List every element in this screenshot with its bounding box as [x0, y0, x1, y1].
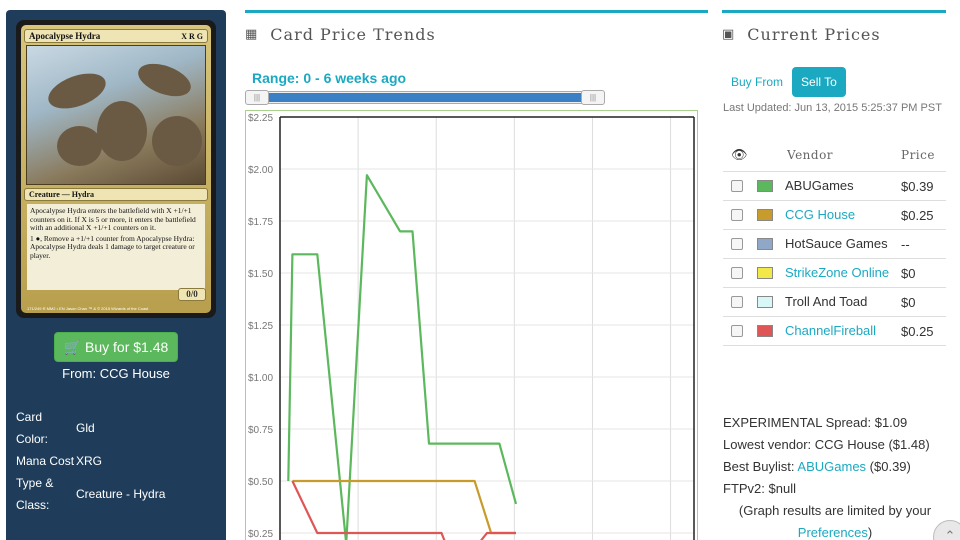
y-tick-label: $0.75: [248, 425, 273, 436]
vendor-row: HotSauce Games --: [723, 230, 946, 259]
price-trend-chart: $2.25 $2.00 $1.75 $1.50 $1.25 $1.00 $0.75 $0.50…: [245, 110, 698, 540]
vendor-table-header: 👁 Vendor Price: [723, 138, 946, 172]
eye-icon: 👁: [731, 146, 748, 162]
last-updated: Last Updated: Jun 13, 2015 5:25:37 PM PS…: [723, 102, 942, 114]
vendor-color-swatch: [757, 180, 773, 192]
graph-limit-note: (Graph results are limited by your Prefe…: [738, 503, 932, 540]
vendor-color-swatch: [757, 238, 773, 250]
info-row: Card Color: Gld: [16, 410, 95, 446]
price-trend-svg: $2.25 $2.00 $1.75 $1.50 $1.25 $1.00 $0.75 $0.50…: [248, 113, 695, 540]
vendor-checkbox[interactable]: [731, 325, 743, 337]
best-buylist-link[interactable]: ABUGames: [797, 459, 867, 474]
series-line-channelfireball: [291, 480, 516, 540]
card-art: [26, 45, 206, 185]
vendor-name: HotSauce Games: [785, 236, 888, 251]
card-rules-text: Apocalypse Hydra enters the battlefield …: [27, 204, 205, 290]
prices-heading: ▣ Current Prices: [722, 25, 881, 44]
vendor-name[interactable]: ChannelFireball: [785, 323, 877, 338]
y-tick-label: $1.75: [248, 217, 273, 228]
vendor-table: 👁 Vendor Price ABUGames $0.39 CCG House $0.…: [723, 138, 946, 346]
vendor-price: $0.39: [901, 178, 934, 194]
range-label: Range: 0 - 6 weeks ago: [252, 70, 407, 86]
y-tick-label: $1.25: [248, 321, 273, 332]
mana-symbols: X R G: [181, 32, 203, 41]
vendor-price: $0: [901, 265, 916, 281]
y-tick-label: $1.50: [248, 269, 273, 280]
buy-from-text: From: CCG House: [62, 366, 170, 381]
vendor-price: $0: [901, 294, 916, 310]
vendor-color-swatch: [757, 296, 773, 308]
calendar-icon: ▦: [245, 27, 259, 42]
tab-buy-from[interactable]: Buy From: [731, 75, 784, 89]
vendor-name: Troll And Toad: [785, 294, 868, 309]
scroll-top-button[interactable]: ⌃: [933, 520, 960, 540]
y-tick-label: $2.00: [248, 165, 273, 176]
range-slider-start-handle[interactable]: |||: [245, 90, 269, 105]
card-sidebar: Apocalypse Hydra X R G Creature — Hydra …: [6, 10, 226, 540]
series-line-abugames: [287, 174, 518, 540]
price-summary: EXPERIMENTAL Spread: $1.09 Lowest vendor…: [723, 412, 947, 540]
info-row: Type & Class: Creature - Hydra: [16, 476, 166, 512]
card-name: Apocalypse Hydra X R G: [24, 29, 208, 43]
buy-sell-tabs: Buy From Sell To: [722, 67, 846, 97]
col-vendor: Vendor: [787, 147, 834, 162]
range-slider[interactable]: ||| |||: [245, 90, 605, 105]
range-slider-end-handle[interactable]: |||: [581, 90, 605, 105]
preferences-link[interactable]: Preferences: [797, 525, 868, 540]
series-line-ccg-house: [292, 479, 516, 535]
ftp-text: FTPv2: $null: [723, 481, 796, 496]
card-type-line: Creature — Hydra: [24, 188, 208, 201]
vendor-price: $0.25: [901, 323, 934, 339]
section-divider: [245, 10, 708, 13]
tab-sell-to[interactable]: Sell To: [792, 67, 846, 97]
vendor-checkbox[interactable]: [731, 238, 743, 250]
card-power-toughness: 0/0: [178, 288, 206, 301]
current-prices-panel: ▣ Current Prices Buy From Sell To Last U…: [722, 10, 946, 540]
y-tick-label: $1.00: [248, 373, 273, 384]
vendor-name[interactable]: CCG House: [785, 207, 856, 222]
lowest-vendor-text: Lowest vendor: CCG House ($1.48): [723, 437, 930, 452]
best-buylist: Best Buylist: ABUGames ($0.39): [723, 459, 911, 474]
vendor-checkbox[interactable]: [731, 296, 743, 308]
vendor-row: ABUGames $0.39: [723, 172, 946, 201]
trends-heading: ▦ Card Price Trends: [245, 25, 436, 44]
vendor-color-swatch: [757, 209, 773, 221]
vendor-checkbox[interactable]: [731, 180, 743, 192]
vendor-name: ABUGames: [785, 178, 854, 193]
section-divider: [722, 10, 946, 13]
money-icon: ▣: [722, 27, 736, 42]
vendor-row: ChannelFireball $0.25: [723, 317, 946, 346]
info-row: Mana Cost XRG: [16, 454, 103, 468]
buy-button[interactable]: 🛒 Buy for $1.48: [54, 332, 178, 362]
vendor-color-swatch: [757, 267, 773, 279]
vendor-checkbox[interactable]: [731, 209, 743, 221]
vendor-price: $0.25: [901, 207, 934, 223]
vendor-color-swatch: [757, 325, 773, 337]
y-tick-label: $0.25: [248, 529, 273, 540]
vendor-row: StrikeZone Online $0: [723, 259, 946, 288]
vendor-price: --: [901, 236, 910, 252]
y-tick-label: $0.50: [248, 477, 273, 488]
spread-text: EXPERIMENTAL Spread: $1.09: [723, 415, 908, 430]
card-image: Apocalypse Hydra X R G Creature — Hydra …: [16, 20, 216, 318]
price-trends-panel: ▦ Card Price Trends Range: 0 - 6 weeks a…: [245, 10, 708, 540]
col-price: Price: [901, 147, 935, 162]
card-info-table: Card Color: Gld Mana Cost XRG Type & Cla…: [16, 406, 216, 516]
vendor-rows: ABUGames $0.39 CCG House $0.25 HotSauce Game…: [723, 172, 946, 346]
cart-icon: 🛒: [63, 339, 82, 355]
y-tick-label: $2.25: [248, 113, 273, 124]
vendor-checkbox[interactable]: [731, 267, 743, 279]
card-footer: 171/249 R MM2 • EN Jason Chan ™ & © 2015…: [27, 306, 149, 311]
vendor-name[interactable]: StrikeZone Online: [785, 265, 890, 280]
vendor-row: CCG House $0.25: [723, 201, 946, 230]
range-slider-fill: [256, 93, 588, 102]
vendor-row: Troll And Toad $0: [723, 288, 946, 317]
